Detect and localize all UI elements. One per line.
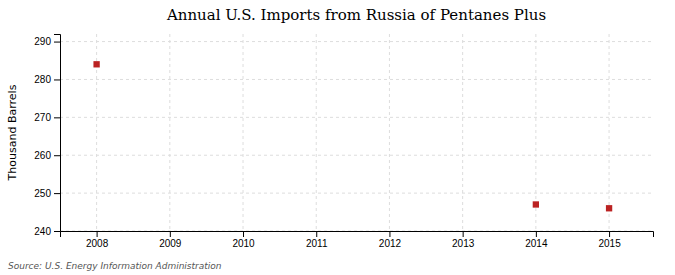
tick-label: 290 [34, 36, 51, 47]
tick-mark [54, 79, 60, 80]
tick-label: 2011 [306, 238, 328, 249]
grid-line [462, 34, 463, 231]
tick: 2015 [598, 231, 621, 249]
tick-label: 2010 [232, 238, 255, 249]
x-axis: 2008 2009 2010 2011 2012 2013 2014 2015 [61, 231, 654, 249]
tick: 2013 [452, 231, 475, 249]
tick-mark [463, 231, 464, 237]
axis-line [61, 232, 654, 238]
source-note: Source: U.S. Energy Information Administ… [8, 261, 222, 271]
grid [60, 34, 653, 231]
axis-line [54, 35, 61, 232]
tick: 290 [34, 36, 60, 47]
tick: 2014 [525, 231, 548, 249]
tick: 280 [34, 74, 60, 85]
chart: 2008 2009 2010 2011 2012 2013 2014 2015 240 250 26… [0, 0, 675, 275]
tick-mark [389, 231, 390, 237]
tick-label: 2015 [598, 238, 621, 249]
tick: 270 [34, 112, 60, 123]
grid-line [243, 34, 244, 231]
tick-mark [97, 231, 98, 237]
grid-line [60, 193, 653, 194]
grid-line [169, 34, 170, 231]
point [606, 205, 612, 211]
tick-label: 2009 [159, 238, 182, 249]
grid-line [316, 34, 317, 231]
tick-label: 260 [34, 150, 51, 161]
grid-line [60, 117, 653, 118]
tick-label: 2013 [452, 238, 475, 249]
y-axis-title: Thousand Barrels [6, 84, 19, 181]
tick-mark [54, 193, 60, 194]
tick-label: 250 [34, 188, 51, 199]
point [93, 61, 99, 67]
grid-line [609, 34, 610, 231]
tick-mark [170, 231, 171, 237]
tick-mark [536, 231, 537, 237]
grid-line [60, 79, 653, 80]
tick: 2012 [379, 231, 402, 249]
tick: 2008 [86, 231, 109, 249]
grid-line [60, 155, 653, 156]
tick-mark [54, 155, 60, 156]
tick: 250 [34, 188, 60, 199]
tick-mark [54, 117, 60, 118]
tick-mark [609, 231, 610, 237]
points [93, 61, 612, 211]
tick-mark [243, 231, 244, 237]
tick-label: 280 [34, 74, 51, 85]
tick-label: 270 [34, 112, 51, 123]
tick-mark [54, 231, 60, 232]
title: Annual U.S. Imports from Russia of Penta… [166, 6, 546, 24]
tick: 2009 [159, 231, 182, 249]
tick: 260 [34, 150, 60, 161]
tick-mark [54, 42, 60, 43]
grid-line [389, 34, 390, 231]
y-axis: 240 250 260 270 280 290 [34, 35, 60, 237]
tick-label: 2008 [86, 238, 109, 249]
tick-label: 240 [34, 226, 51, 237]
tick-label: 2014 [525, 238, 548, 249]
tick-mark [316, 231, 317, 237]
plot: 2008 2009 2010 2011 2012 2013 2014 2015 240 250 26… [34, 34, 653, 249]
tick-label: 2012 [379, 238, 402, 249]
tick: 2011 [306, 231, 328, 249]
tick: 2010 [232, 231, 255, 249]
grid-line [60, 41, 653, 42]
tick: 240 [34, 226, 60, 237]
point [533, 201, 539, 207]
